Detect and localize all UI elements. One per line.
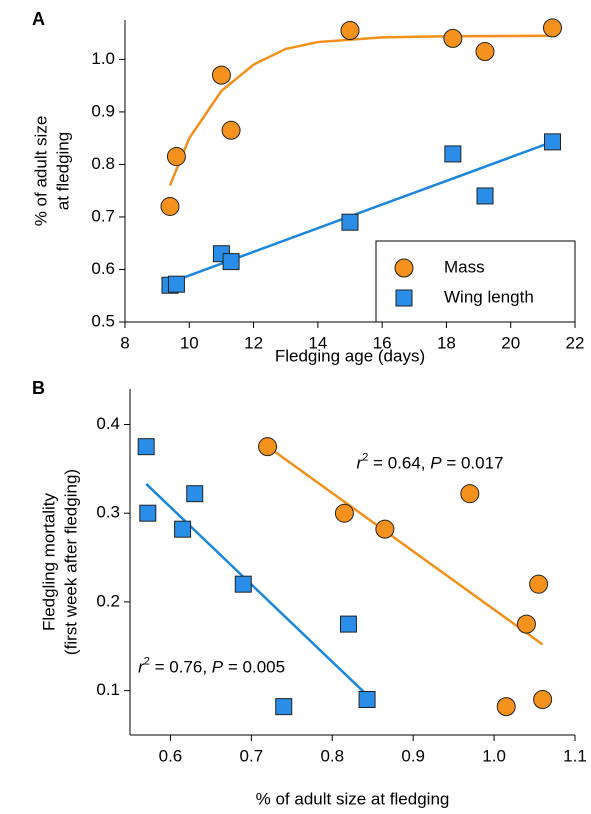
annotation-part: P (430, 454, 442, 473)
x-tick-label: 14 (308, 333, 327, 352)
mass-point (211, 65, 231, 85)
x-tick-label: 12 (244, 333, 263, 352)
y-axis-label: Fledgling mortality (39, 493, 58, 631)
mass-point (221, 120, 241, 140)
y-axis-label: (first week after fledging) (61, 469, 80, 655)
y-tick-label: 0.3 (96, 503, 120, 522)
annotation-part: P (212, 658, 224, 677)
wing-point (544, 133, 561, 151)
annotation-part: r (357, 454, 364, 473)
annotation-part: = 0.005 (223, 658, 285, 677)
y-tick-label: 0.9 (91, 101, 115, 120)
mass-point (258, 437, 278, 457)
mass-point (529, 574, 549, 594)
y-tick-label: 1.0 (91, 49, 115, 68)
legend-label: Mass (444, 257, 485, 276)
x-axis-label: % of adult size at fledging (256, 789, 450, 808)
wing-point (358, 691, 376, 709)
mass-point (443, 28, 463, 48)
mass-point (475, 42, 495, 62)
y-tick-label: 0.8 (91, 154, 115, 173)
legend-label: Wing length (444, 287, 534, 306)
x-tick-label: 0.6 (159, 746, 183, 765)
x-tick-label: 10 (180, 333, 199, 352)
x-tick-label: 22 (566, 333, 585, 352)
x-tick-label: 16 (373, 333, 392, 352)
mass-point (533, 690, 553, 710)
fit-line (168, 34, 553, 186)
mass-point (516, 614, 536, 634)
wing-point (234, 575, 252, 593)
wing-point (222, 253, 240, 271)
annotation: r2 = 0.64, P = 0.017 (357, 451, 504, 473)
annotation-part: r (138, 658, 145, 677)
y-tick-label: 0.1 (96, 680, 120, 699)
mass-point (334, 503, 354, 523)
mass-point (460, 484, 480, 504)
legend-marker (395, 289, 413, 307)
y-tick-label: 0.4 (96, 414, 120, 433)
mass-point (166, 147, 186, 167)
panel-label: B (32, 378, 45, 398)
mass-point (496, 697, 516, 717)
mass-point (543, 18, 562, 38)
y-tick-label: 0.5 (91, 311, 115, 330)
wing-point (186, 485, 204, 503)
annotation-part: = 0.017 (442, 454, 504, 473)
x-axis-label: Fledging age (days) (275, 346, 425, 365)
fit-line (145, 483, 368, 696)
y-tick-label: 0.2 (96, 591, 120, 610)
annotation-part: 2 (144, 655, 150, 667)
mass-point (340, 21, 360, 41)
wing-point (275, 698, 293, 716)
x-tick-label: 8 (120, 333, 129, 352)
x-tick-label: 0.8 (320, 746, 344, 765)
fit-line (270, 448, 544, 646)
y-tick-label: 0.6 (91, 259, 115, 278)
x-tick-label: 0.9 (401, 746, 425, 765)
wing-point (139, 504, 157, 522)
x-tick-label: 0.7 (240, 746, 264, 765)
x-tick-label: 1.0 (482, 746, 506, 765)
annotation-part: 2 (362, 451, 368, 463)
x-tick-label: 20 (501, 333, 520, 352)
x-tick-label: 18 (437, 333, 456, 352)
panel-label: A (32, 9, 45, 29)
wing-point (476, 187, 494, 205)
annotation-part: = 0.76, (150, 658, 212, 677)
wing-point (137, 438, 155, 456)
annotation: r2 = 0.76, P = 0.005 (138, 655, 285, 677)
wing-point (174, 520, 192, 538)
legend-box (375, 240, 576, 323)
y-axis-label: % of adult size (31, 116, 50, 227)
wing-point (444, 145, 462, 163)
legend-marker (394, 258, 414, 278)
mass-point (375, 519, 395, 539)
wing-point (167, 275, 185, 293)
wing-point (339, 615, 357, 633)
y-tick-label: 0.7 (91, 206, 115, 225)
y-axis-label: at fledging (53, 132, 72, 210)
mass-point (160, 196, 180, 216)
annotation-part: = 0.64, (368, 454, 430, 473)
x-tick-label: 1.1 (563, 746, 587, 765)
wing-point (341, 213, 359, 231)
